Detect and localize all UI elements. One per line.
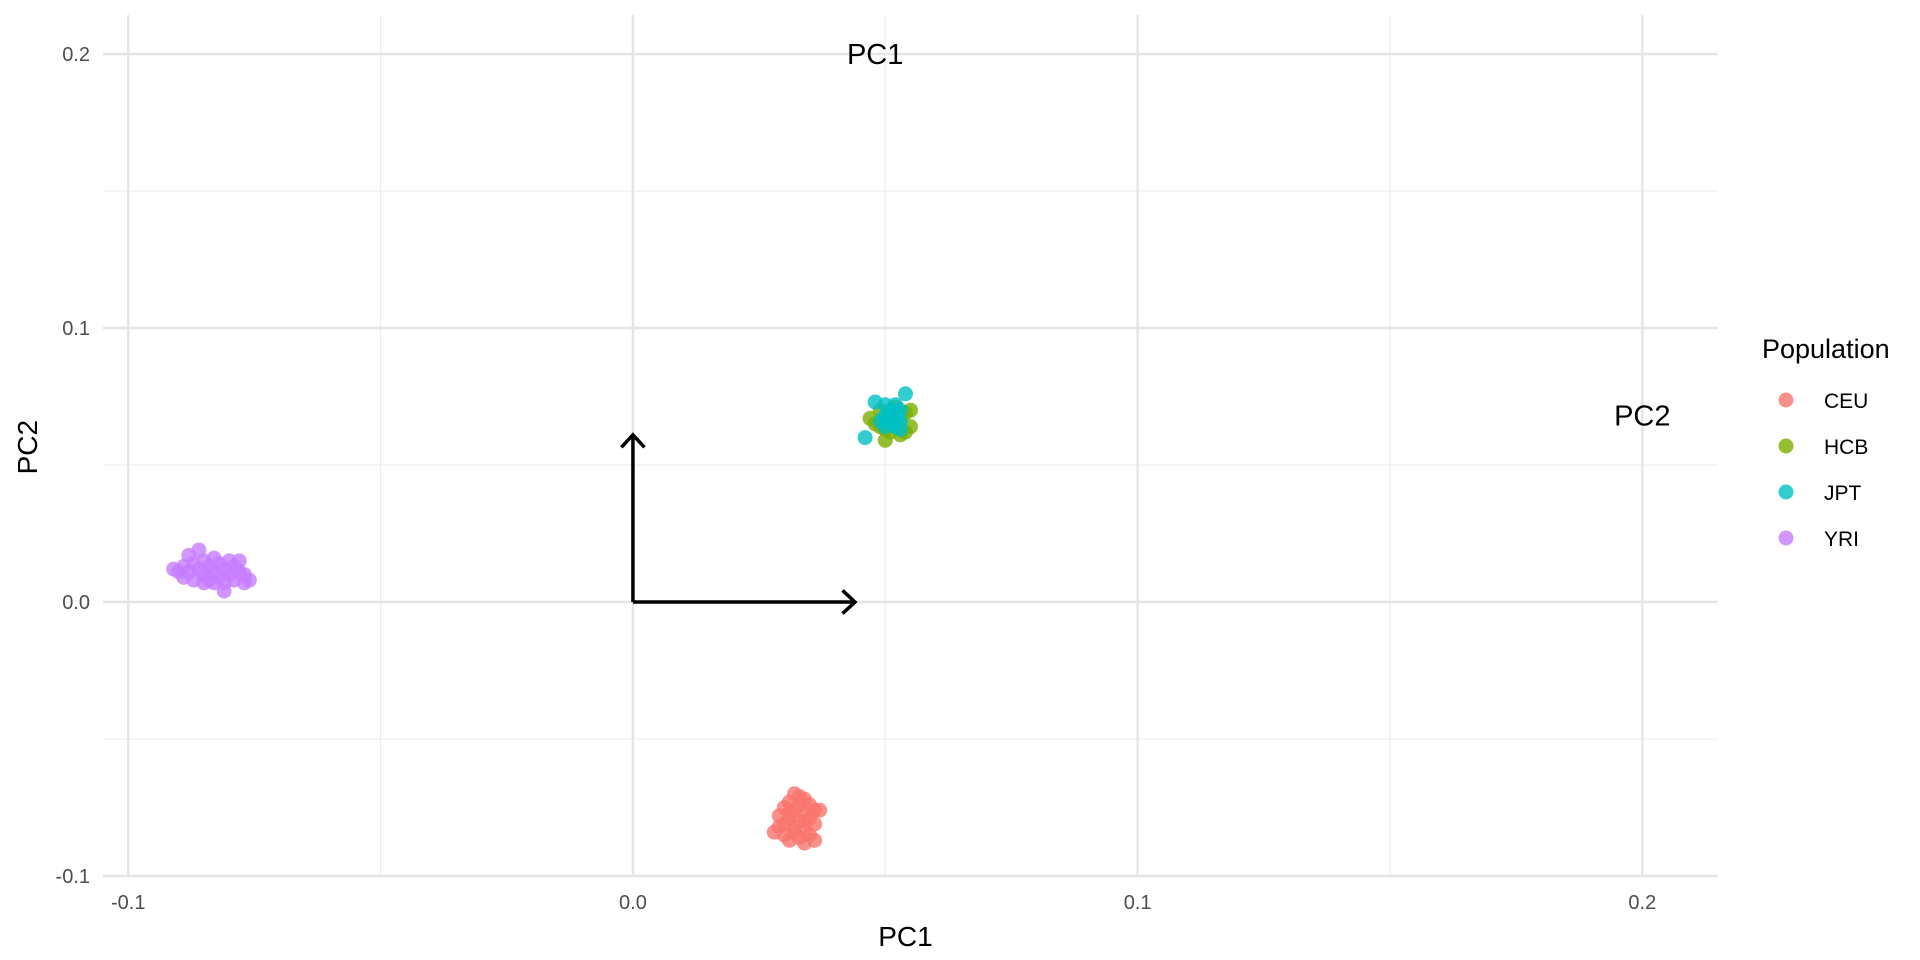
point-ceu: [807, 832, 823, 848]
legend-key-hcb: [1778, 438, 1794, 454]
y-tick-label: 0.0: [62, 592, 90, 614]
x-axis-ticks: -0.1 0.0 0.1 0.2: [111, 892, 1656, 914]
x-tick-label: 0.2: [1628, 892, 1656, 914]
point-ceu: [797, 813, 813, 829]
x-tick-label: -0.1: [111, 892, 145, 914]
legend-label-yri: YRI: [1824, 528, 1859, 551]
legend-key-ceu: [1778, 392, 1794, 408]
data-points: [166, 386, 918, 851]
annotations: PC1 PC2: [847, 39, 1671, 433]
point-ceu: [781, 805, 797, 821]
legend-entries: CEU HCB JPT YRI: [1778, 390, 1868, 551]
arrow-head: [841, 589, 858, 615]
y-tick-label: 0.2: [62, 44, 90, 66]
point-jpt: [887, 397, 903, 413]
point-jpt: [857, 430, 873, 446]
annotation-label: PC2: [1614, 401, 1670, 433]
point-hcb: [877, 432, 893, 448]
legend: Population CEU HCB JPT YRI: [1762, 334, 1890, 551]
x-tick-label: 0.0: [619, 892, 647, 914]
point-ceu: [771, 819, 787, 835]
point-jpt: [892, 421, 908, 437]
legend-label-ceu: CEU: [1824, 390, 1868, 413]
annotation-label: PC1: [847, 39, 903, 71]
y-tick-label: -0.1: [56, 866, 90, 888]
x-axis-title: PC1: [878, 921, 932, 952]
y-axis-ticks: -0.1 0.0 0.1 0.2: [56, 44, 90, 888]
arrow-head: [620, 432, 646, 449]
point-jpt: [882, 410, 898, 426]
legend-title: Population: [1762, 334, 1890, 364]
point-ceu: [786, 824, 802, 840]
legend-key-yri: [1778, 530, 1794, 546]
point-yri: [231, 553, 247, 569]
y-tick-label: 0.1: [62, 318, 90, 340]
grid: [103, 15, 1718, 878]
x-tick-label: 0.1: [1124, 892, 1152, 914]
legend-label-hcb: HCB: [1824, 436, 1868, 459]
y-axis-title: PC2: [12, 420, 43, 474]
legend-key-jpt: [1778, 484, 1794, 500]
loading-arrows: [620, 432, 858, 615]
point-yri: [241, 572, 257, 588]
point-jpt: [897, 386, 913, 402]
legend-label-jpt: JPT: [1824, 482, 1862, 505]
point-yri: [216, 575, 232, 591]
point-ceu: [812, 802, 828, 818]
